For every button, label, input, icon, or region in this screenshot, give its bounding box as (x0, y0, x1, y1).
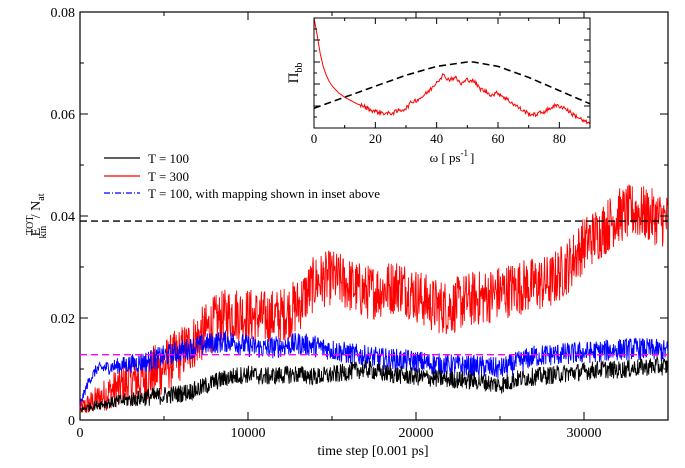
inset-x-axis-label-end: ] (470, 150, 474, 165)
main-x-tick-label: 20000 (399, 426, 434, 441)
main-y-axis-label-sub: kin (38, 226, 49, 239)
main-x-tick-label: 0 (77, 426, 84, 441)
series-line-2 (79, 330, 669, 407)
main-y-axis-label-sub2: at (36, 193, 47, 200)
main-y-tick-label: 0.02 (51, 312, 76, 327)
inset-y-axis-label-sub: bb (294, 63, 305, 73)
main-series-group (79, 184, 669, 414)
main-y-axis-label-div: / N (29, 201, 44, 222)
inset-x-axis-label-main: ω [ ps (430, 150, 461, 165)
main-x-tick-label: 10000 (231, 426, 266, 441)
inset-x-axis-label-sup: -1 (461, 148, 469, 158)
main-reference-lines (80, 220, 668, 356)
inset-y-axis-label-main: Π (286, 72, 302, 83)
legend-item-0: T = 100 (104, 151, 189, 166)
inset-x-ticks: 0 20 40 60 80 (311, 18, 591, 146)
inset-y-ticks (314, 17, 590, 129)
main-x-tick-label: 30000 (567, 426, 602, 441)
main-y-tick-label: 0.08 (51, 6, 76, 21)
legend-label-2: T = 100, with mapping shown in inset abo… (148, 186, 380, 201)
inset-x-axis-label: ω [ ps-1] (430, 148, 475, 165)
series-line-0 (79, 355, 669, 413)
inset-x-tick-label: 20 (369, 131, 382, 146)
inset-x-tick-label: 60 (492, 131, 505, 146)
main-x-ticks: 0 10000 20000 30000 (77, 12, 669, 441)
main-y-axis-label: ETOT kin / Nat (25, 193, 49, 238)
inset-series-group (313, 17, 591, 125)
inset-background (314, 18, 590, 128)
main-y-tick-label: 0.04 (51, 210, 76, 225)
main-y-axis-label-sup: TOT (25, 216, 36, 235)
inset-plot: 0 20 40 60 80 Πbb ω [ ps-1] (286, 17, 591, 165)
inset-x-tick-label: 80 (553, 131, 566, 146)
inset-x-tick-label: 0 (311, 131, 318, 146)
inset-y-axis-label: Πbb (286, 63, 305, 84)
inset-x-tick-label: 40 (430, 131, 443, 146)
inset-series-line-0 (313, 17, 591, 125)
legend-label-1: T = 300 (148, 169, 189, 184)
legend: T = 100 T = 300 T = 100, with mapping sh… (104, 151, 380, 201)
main-x-axis-label: time step [0.001 ps] (317, 444, 428, 459)
legend-item-2: T = 100, with mapping shown in inset abo… (104, 186, 380, 201)
main-plot: 0 10000 20000 30000 0 0.02 0.04 0.06 0.08 time … (25, 6, 669, 459)
legend-item-1: T = 300 (104, 169, 189, 184)
main-y-tick-label: 0 (68, 414, 75, 429)
inset-series-line-1 (313, 61, 591, 109)
main-y-tick-label: 0.06 (51, 108, 76, 123)
main-y-axis-label-main: E (29, 228, 44, 237)
main-y-ticks: 0 0.02 0.04 0.06 0.08 (51, 6, 668, 429)
legend-label-0: T = 100 (148, 151, 189, 166)
